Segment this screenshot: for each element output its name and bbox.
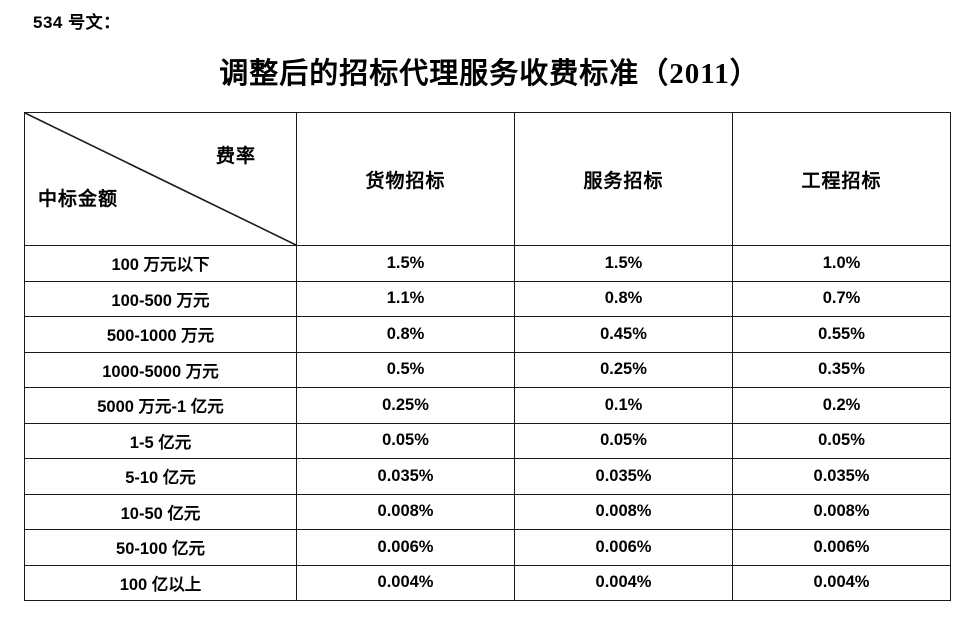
rate-cell: 0.5%	[296, 351, 515, 388]
fee-table: 费率 中标金额 货物招标 服务招标 工程招标 100 万元以下 1.5% 1.5% 1…	[24, 112, 951, 601]
rate-cell: 0.004%	[732, 564, 951, 601]
table-body: 100 万元以下 1.5% 1.5% 1.0% 100-500 万元 1.1% 0.8% 0.…	[24, 245, 951, 601]
row-label-amount-tier: 1-5 亿元	[24, 422, 297, 459]
rate-cell: 0.35%	[732, 351, 951, 388]
table-row: 10-50 亿元 0.008% 0.008% 0.008%	[24, 493, 951, 530]
rate-cell: 0.006%	[296, 529, 515, 566]
table-row: 5000 万元-1 亿元 0.25% 0.1% 0.2%	[24, 387, 951, 424]
table-row: 50-100 亿元 0.006% 0.006% 0.006%	[24, 529, 951, 566]
table-row: 500-1000 万元 0.8% 0.45% 0.55%	[24, 316, 951, 353]
diagonal-header-cell: 费率 中标金额	[24, 112, 297, 246]
rate-cell: 0.008%	[514, 493, 733, 530]
rate-cell: 0.05%	[514, 422, 733, 459]
rate-cell: 0.8%	[296, 316, 515, 353]
rate-cell: 0.7%	[732, 280, 951, 317]
rate-cell: 0.035%	[732, 458, 951, 495]
rate-cell: 0.2%	[732, 387, 951, 424]
column-header-goods-bidding: 货物招标	[296, 112, 515, 246]
rate-cell: 0.05%	[296, 422, 515, 459]
row-label-amount-tier: 100-500 万元	[24, 280, 297, 317]
rate-cell: 0.1%	[514, 387, 733, 424]
table-row: 5-10 亿元 0.035% 0.035% 0.035%	[24, 458, 951, 495]
rate-cell: 0.035%	[296, 458, 515, 495]
row-label-amount-tier: 5000 万元-1 亿元	[24, 387, 297, 424]
rate-cell: 0.004%	[514, 564, 733, 601]
rate-cell: 0.006%	[514, 529, 733, 566]
rate-cell: 1.5%	[296, 245, 515, 282]
diagonal-divider-line	[25, 113, 296, 245]
table-row: 100 亿以上 0.004% 0.004% 0.004%	[24, 564, 951, 601]
table-header-row: 费率 中标金额 货物招标 服务招标 工程招标	[24, 112, 951, 246]
row-label-amount-tier: 100 万元以下	[24, 245, 297, 282]
rate-cell: 1.0%	[732, 245, 951, 282]
table-row: 100 万元以下 1.5% 1.5% 1.0%	[24, 245, 951, 282]
row-label-amount-tier: 100 亿以上	[24, 564, 297, 601]
doc-number-label: 534 号文：	[33, 13, 121, 32]
column-header-engineering-bidding: 工程招标	[732, 112, 951, 246]
table-row: 1000-5000 万元 0.5% 0.25% 0.35%	[24, 351, 951, 388]
rate-cell: 0.25%	[514, 351, 733, 388]
row-label-amount-tier: 50-100 亿元	[24, 529, 297, 566]
table-row: 100-500 万元 1.1% 0.8% 0.7%	[24, 280, 951, 317]
table-row: 1-5 亿元 0.05% 0.05% 0.05%	[24, 422, 951, 459]
row-label-amount-tier: 1000-5000 万元	[24, 351, 297, 388]
row-label-amount-tier: 500-1000 万元	[24, 316, 297, 353]
page-title: 调整后的招标代理服务收费标准（2011）	[219, 58, 760, 90]
row-label-amount-tier: 5-10 亿元	[24, 458, 297, 495]
corner-label-rate: 费率	[215, 146, 256, 167]
column-header-service-bidding: 服务招标	[514, 112, 733, 246]
rate-cell: 0.004%	[296, 564, 515, 601]
rate-cell: 0.008%	[732, 493, 951, 530]
rate-cell: 0.05%	[732, 422, 951, 459]
rate-cell: 0.008%	[296, 493, 515, 530]
rate-cell: 1.5%	[514, 245, 733, 282]
rate-cell: 0.035%	[514, 458, 733, 495]
rate-cell: 0.006%	[732, 529, 951, 566]
rate-cell: 0.25%	[296, 387, 515, 424]
rate-cell: 0.8%	[514, 280, 733, 317]
rate-cell: 1.1%	[296, 280, 515, 317]
row-label-amount-tier: 10-50 亿元	[24, 493, 297, 530]
rate-cell: 0.55%	[732, 316, 951, 353]
corner-label-amount: 中标金额	[38, 189, 119, 210]
rate-cell: 0.45%	[514, 316, 733, 353]
